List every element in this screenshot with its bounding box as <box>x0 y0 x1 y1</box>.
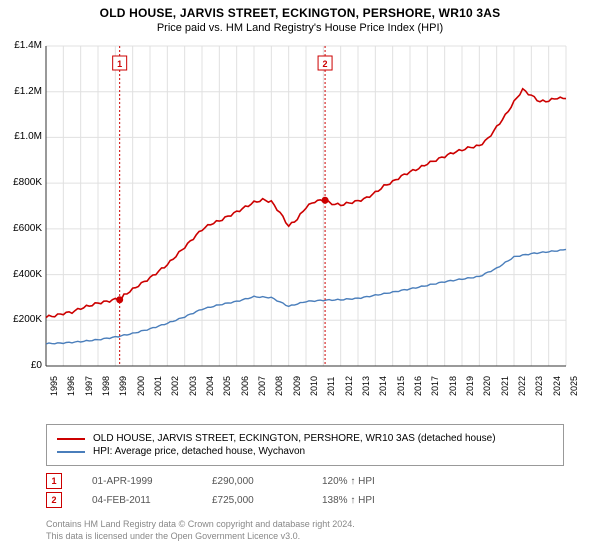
chart-title-2: Price paid vs. HM Land Registry's House … <box>0 22 600 34</box>
svg-text:1: 1 <box>117 59 122 69</box>
legend: OLD HOUSE, JARVIS STREET, ECKINGTON, PER… <box>46 424 564 466</box>
marker-box-1: 1 <box>46 473 62 489</box>
legend-label-price: OLD HOUSE, JARVIS STREET, ECKINGTON, PER… <box>93 433 496 444</box>
marker-date-1: 01-APR-1999 <box>92 476 182 487</box>
legend-label-hpi: HPI: Average price, detached house, Wych… <box>93 446 305 457</box>
chart-title-1: OLD HOUSE, JARVIS STREET, ECKINGTON, PER… <box>0 6 600 20</box>
price-chart: 12 <box>46 46 566 366</box>
marker-box-2: 2 <box>46 492 62 508</box>
legend-swatch-price <box>57 438 85 440</box>
footer-attribution: Contains HM Land Registry data © Crown c… <box>46 518 355 542</box>
sale-markers-table: 1 01-APR-1999 £290,000 120% ↑ HPI 2 04-F… <box>46 470 375 511</box>
marker-price-2: £725,000 <box>212 495 292 506</box>
legend-swatch-hpi <box>57 451 85 453</box>
marker-price-1: £290,000 <box>212 476 292 487</box>
marker-hpi-2: 138% ↑ HPI <box>322 495 375 506</box>
marker-hpi-1: 120% ↑ HPI <box>322 476 375 487</box>
marker-date-2: 04-FEB-2011 <box>92 495 182 506</box>
svg-text:2: 2 <box>323 59 328 69</box>
